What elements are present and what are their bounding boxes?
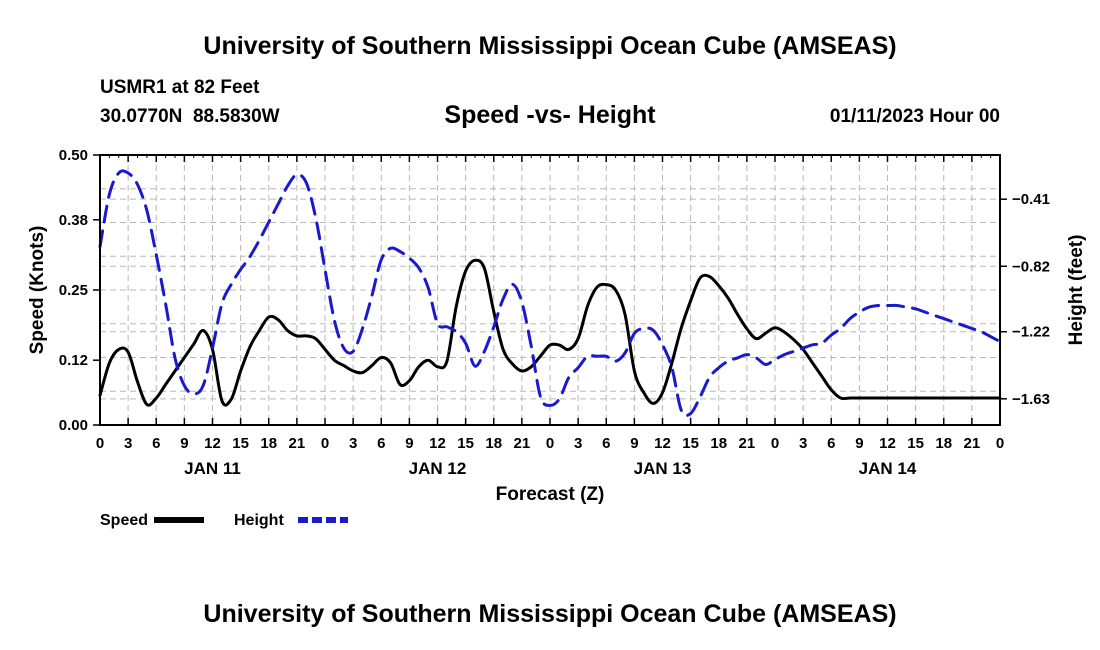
x-tick-label: 12 bbox=[204, 435, 221, 452]
x-axis-label: Forecast (Z) bbox=[496, 484, 605, 505]
chart-subtitle: Speed -vs- Height bbox=[444, 101, 656, 129]
x-tick-label: 3 bbox=[349, 435, 357, 452]
station-name: USMR1 at 82 Feet bbox=[100, 77, 260, 98]
x-tick-label: 15 bbox=[682, 435, 699, 452]
y-axis-label: Speed (Knots) bbox=[27, 226, 48, 355]
x-tick-label: 3 bbox=[799, 435, 807, 452]
legend: Speed Height bbox=[100, 512, 348, 529]
x-tick-label: 3 bbox=[574, 435, 582, 452]
legend-label-height: Height bbox=[234, 512, 284, 529]
day-label: JAN 13 bbox=[634, 459, 692, 478]
station-coords: 30.0770N 88.5830W bbox=[100, 106, 280, 127]
x-tick-label: 18 bbox=[485, 435, 502, 452]
x-tick-label: 9 bbox=[630, 435, 638, 452]
y2-tick-label: −0.41 bbox=[1012, 191, 1050, 208]
x-tick-label: 3 bbox=[124, 435, 132, 452]
x-tick-label: 21 bbox=[964, 435, 981, 452]
x-tick-label: 21 bbox=[514, 435, 531, 452]
y-tick-label: 0.50 bbox=[59, 147, 88, 164]
y2-tick-label: −1.63 bbox=[1012, 391, 1050, 408]
day-label: JAN 14 bbox=[859, 459, 917, 478]
series-line-height bbox=[98, 169, 1002, 418]
x-tick-label: 9 bbox=[855, 435, 863, 452]
footer-title: University of Southern Mississippi Ocean… bbox=[203, 600, 897, 628]
y-tick-label: 0.38 bbox=[59, 212, 88, 229]
x-tick-label: 0 bbox=[96, 435, 104, 452]
x-tick-label: 0 bbox=[321, 435, 329, 452]
series-line-speed bbox=[98, 258, 1002, 407]
x-tick-label: 0 bbox=[996, 435, 1004, 452]
x-tick-label: 9 bbox=[405, 435, 413, 452]
page-title: University of Southern Mississippi Ocean… bbox=[203, 32, 897, 60]
legend-label-speed: Speed bbox=[100, 512, 148, 529]
x-tick-label: 15 bbox=[232, 435, 249, 452]
day-label: JAN 11 bbox=[184, 459, 241, 478]
x-tick-label: 15 bbox=[907, 435, 924, 452]
y2-tick-label: −1.22 bbox=[1012, 324, 1050, 341]
x-tick-label: 12 bbox=[879, 435, 896, 452]
y-tick-label: 0.25 bbox=[59, 282, 88, 299]
y2-axis-label: Height (feet) bbox=[1066, 235, 1087, 346]
x-tick-label: 18 bbox=[935, 435, 952, 452]
day-label: JAN 12 bbox=[409, 459, 467, 478]
x-tick-label: 18 bbox=[710, 435, 727, 452]
y-tick-label: 0.12 bbox=[59, 352, 88, 369]
x-tick-label: 18 bbox=[260, 435, 277, 452]
x-tick-label: 6 bbox=[152, 435, 160, 452]
x-tick-label: 6 bbox=[827, 435, 835, 452]
x-tick-label: 0 bbox=[771, 435, 779, 452]
x-tick-label: 21 bbox=[739, 435, 756, 452]
x-tick-label: 12 bbox=[429, 435, 446, 452]
series-layer bbox=[98, 169, 1002, 418]
x-tick-label: 9 bbox=[180, 435, 188, 452]
forecast-date: 01/11/2023 Hour 00 bbox=[829, 106, 1000, 127]
grid bbox=[100, 155, 1000, 425]
y-tick-label: 0.00 bbox=[59, 417, 88, 434]
y2-tick-label: −0.82 bbox=[1012, 258, 1050, 275]
x-tick-label: 0 bbox=[546, 435, 554, 452]
axes: 0 3 6 9 12 15 18 21 0 3 6 9 12 15 18 21 0 3 6 9 12 15 18 21 0 3 6 9… bbox=[59, 147, 1050, 478]
x-tick-label: 6 bbox=[602, 435, 610, 452]
x-tick-label: 21 bbox=[289, 435, 306, 452]
x-tick-label: 6 bbox=[377, 435, 385, 452]
x-tick-label: 12 bbox=[654, 435, 671, 452]
x-tick-label: 15 bbox=[457, 435, 474, 452]
